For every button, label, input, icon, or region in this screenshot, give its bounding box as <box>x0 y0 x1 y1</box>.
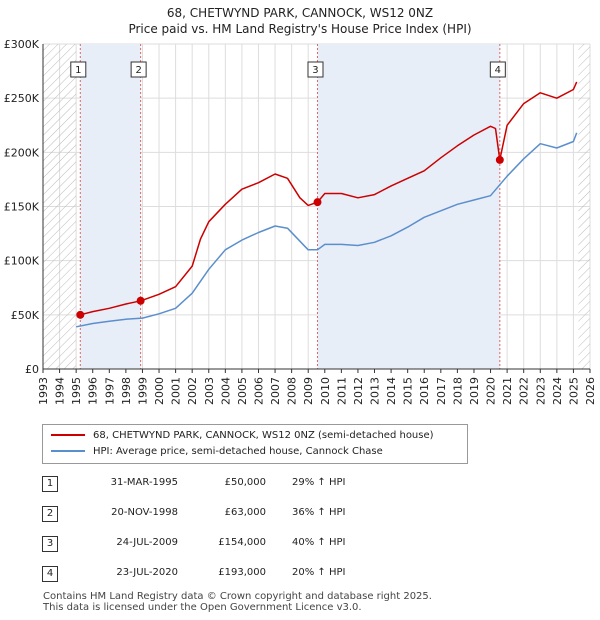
sale-hpi-change: 40% ↑ HPI <box>292 537 346 548</box>
x-tick-label: 2011 <box>335 377 348 405</box>
x-tick-label: 1998 <box>120 377 133 405</box>
sale-point <box>136 296 145 305</box>
sale-date: 23-JUL-2020 <box>116 567 178 578</box>
y-tick-label: £0 <box>25 363 39 376</box>
sale-hpi-change: 36% ↑ HPI <box>292 507 346 518</box>
x-tick-label: 2022 <box>518 377 531 405</box>
x-tick-label: 1999 <box>136 377 149 405</box>
table-row: 1 31-MAR-1995 £50,000 29% ↑ HPI <box>42 472 442 502</box>
footer-line-2: This data is licensed under the Open Gov… <box>43 602 362 613</box>
x-tick-label: 1994 <box>54 377 67 405</box>
sale-hpi-change: 29% ↑ HPI <box>292 477 346 488</box>
x-tick-label: 2024 <box>551 377 564 405</box>
sale-marker-box <box>307 61 324 78</box>
sale-marker-label: 4 <box>495 65 501 76</box>
x-tick-label: 2000 <box>153 377 166 405</box>
y-tick-label: £50K <box>11 309 40 322</box>
x-tick-label: 1993 <box>37 377 50 405</box>
legend-swatch-hpi <box>51 450 85 452</box>
y-tick-label: £250K <box>4 92 40 105</box>
x-tick-label: 2015 <box>402 377 415 405</box>
chart-title-block: 68, CHETWYND PARK, CANNOCK, WS12 0NZ Pri… <box>0 5 600 37</box>
x-tick-label: 2014 <box>385 377 398 405</box>
x-tick-label: 2004 <box>219 377 232 405</box>
x-tick-label: 2012 <box>352 377 365 405</box>
hpi-line <box>76 132 578 328</box>
legend-item-property: 68, CHETWYND PARK, CANNOCK, WS12 0NZ (se… <box>51 428 434 444</box>
hatch-region-end <box>578 44 590 369</box>
x-tick-label: 2006 <box>252 377 265 405</box>
sale-date: 31-MAR-1995 <box>110 477 178 488</box>
price-chart: 1 2 3 4 £0 £50K £100K £150K £200K £250K £300K 1993… <box>4 38 597 405</box>
sale-price: £154,000 <box>218 537 266 548</box>
x-tick-label: 2013 <box>369 377 382 405</box>
x-tick-label: 2019 <box>468 377 481 405</box>
legend: 68, CHETWYND PARK, CANNOCK, WS12 0NZ (se… <box>42 424 468 464</box>
ownership-shade-2 <box>317 44 500 369</box>
sale-marker-label: 2 <box>135 65 141 76</box>
sale-number: 4 <box>42 566 58 582</box>
sale-marker-label: 3 <box>312 65 318 76</box>
x-tick-label: 1995 <box>70 377 83 405</box>
x-tick-label: 2002 <box>186 377 199 405</box>
x-tick-label: 2020 <box>485 377 498 405</box>
x-tick-label: 2007 <box>269 377 282 405</box>
sale-point <box>495 155 504 164</box>
sale-date: 20-NOV-1998 <box>111 507 178 518</box>
sale-hpi-change: 20% ↑ HPI <box>292 567 346 578</box>
table-row: 3 24-JUL-2009 £154,000 40% ↑ HPI <box>42 532 442 562</box>
footer-line-1: Contains HM Land Registry data © Crown c… <box>43 591 432 602</box>
hatch-region-start <box>43 44 77 369</box>
table-row: 2 20-NOV-1998 £63,000 36% ↑ HPI <box>42 502 442 532</box>
sale-marker-box <box>130 61 147 78</box>
x-tick-label: 2005 <box>236 377 249 405</box>
sale-marker-label: 1 <box>75 65 81 76</box>
sale-date: 24-JUL-2009 <box>116 537 178 548</box>
sale-price: £50,000 <box>224 477 266 488</box>
chart-subtitle: Price paid vs. HM Land Registry's House … <box>128 22 472 36</box>
x-tick-label: 2018 <box>451 377 464 405</box>
x-tick-label: 2025 <box>567 377 580 405</box>
y-tick-label: £200K <box>4 146 40 159</box>
y-tick-label: £150K <box>4 201 40 214</box>
sales-table: 1 31-MAR-1995 £50,000 29% ↑ HPI 2 20-NOV… <box>42 472 442 592</box>
legend-label-hpi: HPI: Average price, semi-detached house,… <box>93 446 383 457</box>
x-tick-label: 2016 <box>418 377 431 405</box>
legend-label-property: 68, CHETWYND PARK, CANNOCK, WS12 0NZ (se… <box>93 430 434 441</box>
x-tick-label: 2003 <box>203 377 216 405</box>
footer-attribution: Contains HM Land Registry data © Crown c… <box>43 591 432 613</box>
x-tick-label: 2009 <box>302 377 315 405</box>
x-tick-label: 2026 <box>584 377 597 405</box>
x-tick-label: 2023 <box>534 377 547 405</box>
table-row: 4 23-JUL-2020 £193,000 20% ↑ HPI <box>42 562 442 592</box>
y-tick-label: £300K <box>4 38 40 51</box>
sale-number: 2 <box>42 506 58 522</box>
legend-item-hpi: HPI: Average price, semi-detached house,… <box>51 444 383 460</box>
x-tick-label: 2010 <box>319 377 332 405</box>
sale-point <box>313 198 322 207</box>
y-tick-label: £100K <box>4 255 40 268</box>
x-tick-label: 2017 <box>435 377 448 405</box>
sale-price: £63,000 <box>224 507 266 518</box>
sale-price: £193,000 <box>218 567 266 578</box>
x-tick-label: 2001 <box>170 377 183 405</box>
x-tick-label: 1997 <box>103 377 116 405</box>
x-tick-label: 2008 <box>286 377 299 405</box>
sale-marker-box <box>489 61 506 78</box>
sale-number: 3 <box>42 536 58 552</box>
sale-point <box>76 310 85 319</box>
x-tick-label: 1996 <box>87 377 100 405</box>
x-tick-label: 2021 <box>501 377 514 405</box>
sale-number: 1 <box>42 476 58 492</box>
chart-title: 68, CHETWYND PARK, CANNOCK, WS12 0NZ <box>166 6 434 20</box>
ownership-shade-1 <box>80 44 141 369</box>
sale-marker-box <box>70 61 87 78</box>
legend-swatch-property <box>51 434 85 436</box>
